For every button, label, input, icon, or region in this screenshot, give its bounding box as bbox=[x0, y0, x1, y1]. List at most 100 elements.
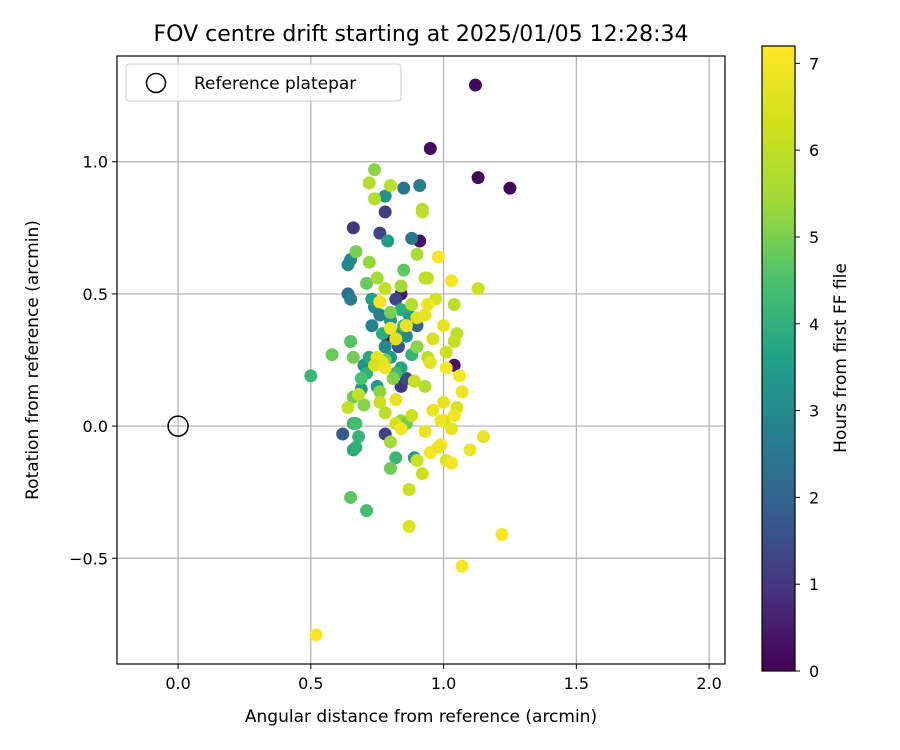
colorbar-tick-label: 3 bbox=[809, 402, 819, 421]
legend-marker-icon bbox=[145, 72, 167, 94]
data-point bbox=[455, 559, 469, 573]
data-point bbox=[471, 171, 485, 185]
colorbar-tick-label: 1 bbox=[809, 575, 819, 594]
data-point bbox=[354, 372, 368, 386]
data-point bbox=[386, 372, 400, 386]
data-point bbox=[349, 245, 363, 259]
data-point bbox=[362, 176, 376, 190]
data-point bbox=[463, 443, 477, 457]
data-point bbox=[447, 297, 461, 311]
x-tick-label: 1.0 bbox=[431, 674, 456, 693]
data-point bbox=[378, 189, 392, 203]
colorbar-tick-label: 2 bbox=[809, 488, 819, 507]
data-point bbox=[423, 356, 437, 370]
data-point bbox=[402, 483, 416, 497]
data-point bbox=[447, 334, 461, 348]
data-point bbox=[405, 297, 419, 311]
data-point bbox=[426, 403, 440, 417]
data-point bbox=[415, 467, 429, 481]
x-tick-label: 2.0 bbox=[696, 674, 721, 693]
legend: Reference platepar bbox=[125, 63, 402, 102]
data-point bbox=[346, 350, 360, 364]
data-point bbox=[381, 234, 395, 248]
grid-lines bbox=[117, 56, 725, 664]
data-point bbox=[426, 332, 440, 346]
x-tick-label: 1.5 bbox=[564, 674, 589, 693]
data-point bbox=[325, 348, 339, 362]
data-point bbox=[495, 527, 509, 541]
data-point bbox=[437, 395, 451, 409]
data-point bbox=[360, 276, 374, 290]
data-point bbox=[360, 504, 374, 518]
data-point bbox=[389, 393, 403, 407]
data-point bbox=[423, 446, 437, 460]
y-axis-label: Rotation from reference (arcmin) bbox=[23, 220, 43, 500]
data-point bbox=[383, 179, 397, 193]
data-point bbox=[352, 430, 366, 444]
data-point bbox=[439, 361, 453, 375]
data-point bbox=[389, 292, 403, 306]
data-point bbox=[423, 142, 437, 156]
data-point bbox=[349, 440, 363, 454]
data-point bbox=[344, 334, 358, 348]
data-point bbox=[476, 430, 490, 444]
data-point bbox=[455, 385, 469, 399]
data-point bbox=[431, 250, 445, 264]
colorbar-tick-label: 4 bbox=[809, 315, 819, 334]
data-point bbox=[397, 263, 411, 277]
data-points bbox=[304, 78, 517, 642]
data-point bbox=[368, 192, 382, 206]
data-point bbox=[373, 385, 387, 399]
data-point bbox=[373, 295, 387, 309]
data-point bbox=[378, 406, 392, 420]
data-point bbox=[368, 358, 382, 372]
data-point bbox=[378, 340, 392, 354]
data-point bbox=[389, 451, 403, 465]
data-point bbox=[471, 282, 485, 296]
data-point bbox=[357, 398, 371, 412]
y-axis-ticks: −0.5 0.0 0.5 1.0 bbox=[69, 153, 117, 568]
x-axis-ticks: 0.0 0.5 1.0 1.5 2.0 bbox=[165, 664, 722, 693]
data-point bbox=[370, 271, 384, 285]
data-point bbox=[344, 490, 358, 504]
data-point bbox=[397, 181, 411, 195]
data-point bbox=[378, 361, 392, 375]
data-point bbox=[410, 340, 424, 354]
y-tick-label: −0.5 bbox=[69, 549, 108, 568]
data-point bbox=[445, 422, 459, 436]
colorbar: 0 1 2 3 4 5 6 7 Hours from first FF file bbox=[761, 45, 851, 681]
data-point bbox=[352, 387, 366, 401]
y-tick-label: 1.0 bbox=[83, 153, 108, 172]
x-tick-label: 0.0 bbox=[165, 674, 190, 693]
data-point bbox=[383, 305, 397, 319]
data-point bbox=[341, 401, 355, 415]
data-point bbox=[405, 409, 419, 423]
data-point bbox=[349, 416, 363, 430]
data-point bbox=[394, 303, 408, 317]
data-point bbox=[418, 379, 432, 393]
y-tick-label: 0.0 bbox=[83, 417, 108, 436]
data-point bbox=[336, 427, 350, 441]
data-point bbox=[383, 461, 397, 475]
colorbar-tick-label: 0 bbox=[809, 662, 819, 681]
data-point bbox=[373, 226, 387, 240]
data-point bbox=[378, 282, 392, 296]
data-point bbox=[405, 231, 419, 245]
plot-frame bbox=[116, 55, 726, 665]
data-point bbox=[421, 297, 435, 311]
data-point bbox=[383, 435, 397, 449]
data-point bbox=[437, 319, 451, 333]
data-point bbox=[309, 628, 323, 642]
colorbar-tick-label: 7 bbox=[809, 54, 819, 73]
data-point bbox=[399, 319, 413, 333]
data-point bbox=[452, 369, 466, 383]
data-point bbox=[394, 279, 408, 293]
data-point bbox=[399, 329, 413, 343]
data-point bbox=[434, 414, 448, 428]
legend-box bbox=[125, 63, 402, 102]
colorbar-label: Hours from first FF file bbox=[831, 263, 851, 453]
data-point bbox=[378, 205, 392, 219]
data-point bbox=[373, 395, 387, 409]
x-axis-label: Angular distance from reference (arcmin) bbox=[245, 707, 597, 727]
data-point bbox=[389, 332, 403, 346]
